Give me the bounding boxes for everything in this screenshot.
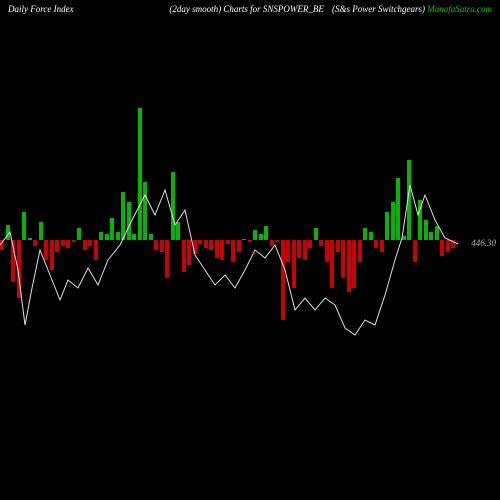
line-path	[0, 185, 458, 335]
header-credit: MunafaSutra.com	[427, 4, 492, 14]
smoothed-line	[0, 20, 460, 500]
force-index-chart	[0, 20, 460, 500]
current-value-label: 446.30	[471, 238, 496, 248]
header-left: Daily Force Index	[8, 4, 169, 14]
header-right-prefix: (S&s Power Switchgears)	[332, 4, 427, 14]
header-right: (S&s Power Switchgears) MunafaSutra.com	[331, 4, 492, 14]
chart-header: Daily Force Index (2day smooth) Charts f…	[0, 0, 500, 18]
header-mid: (2day smooth) Charts for SNSPOWER_BE	[169, 4, 330, 14]
